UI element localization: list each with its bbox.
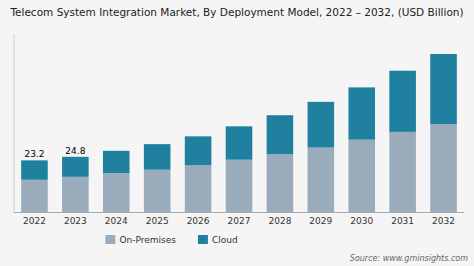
bars <box>21 54 457 212</box>
bar-segment <box>389 132 416 212</box>
bar-segment <box>389 71 416 132</box>
bar-segment <box>267 115 294 154</box>
bar-segment <box>21 160 48 179</box>
bar-segment <box>62 157 89 177</box>
bar-segment <box>185 165 212 212</box>
x-tick-label: 2022 <box>23 216 46 226</box>
x-tick-label: 2028 <box>268 216 291 226</box>
x-tick-label: 2029 <box>309 216 332 226</box>
bar-segment <box>348 87 375 139</box>
y-axis-line <box>14 34 15 212</box>
bar-segment <box>185 136 212 165</box>
x-tick-label: 2031 <box>391 216 414 226</box>
bar-segment <box>103 151 130 173</box>
background <box>0 0 474 266</box>
x-tick-label: 2024 <box>105 216 128 226</box>
bar-segment <box>430 54 457 124</box>
bar-segment <box>226 160 253 212</box>
x-tick-label: 2023 <box>64 216 87 226</box>
legend-swatch <box>105 235 115 244</box>
bar-segment <box>103 173 130 212</box>
bar-segment <box>144 170 171 212</box>
x-tick-label: 2030 <box>350 216 373 226</box>
legend-swatch <box>198 235 208 244</box>
bar-segment <box>21 180 48 212</box>
chart: Telecom System Integration Market, By De… <box>0 0 474 266</box>
bar-segment <box>308 147 335 212</box>
bar-segment <box>430 124 457 212</box>
x-tick-label: 2032 <box>432 216 455 226</box>
legend-label: On-Premises <box>119 235 176 245</box>
x-axis-line <box>14 212 464 213</box>
x-tick-label: 2026 <box>187 216 210 226</box>
bar-segment <box>62 177 89 212</box>
bar-segment <box>144 144 171 170</box>
annotation: 23.2 <box>24 149 44 159</box>
legend: On-Premises Cloud <box>105 235 237 245</box>
bar-segment <box>308 102 335 148</box>
bar-segment <box>226 126 253 159</box>
bar-segment <box>348 140 375 212</box>
bar-segment <box>267 154 294 212</box>
annotation: 24.8 <box>65 146 85 156</box>
x-tick-label: 2027 <box>228 216 251 226</box>
title: Telecom System Integration Market, By De… <box>9 6 463 18</box>
legend-label: Cloud <box>212 235 238 245</box>
x-tick-label: 2025 <box>146 216 169 226</box>
source: Source: www.gminsights.com <box>350 254 468 263</box>
